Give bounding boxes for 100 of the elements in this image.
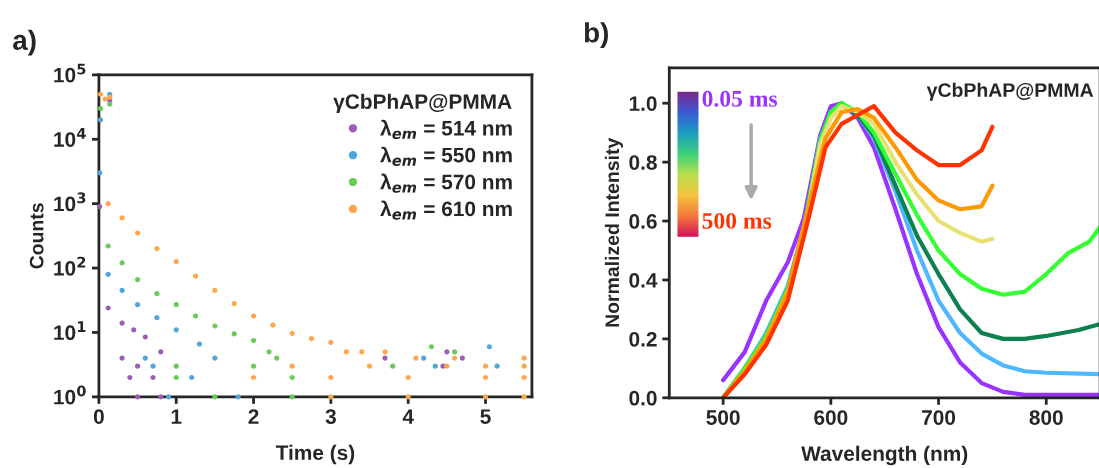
- y-axis-title: Counts: [29, 203, 44, 269]
- y-tick-label: 0.4: [629, 272, 658, 288]
- y-tick-label: 10$^{2}$: [54, 256, 86, 276]
- point: [405, 394, 411, 400]
- point: [482, 394, 489, 400]
- x-tick-label: 4: [402, 409, 414, 424]
- point: [231, 331, 237, 337]
- legend-label: λ$_{em}$ = 610 nm: [380, 200, 512, 220]
- y-tick-label: 10$^{1}$: [54, 321, 86, 341]
- x-tick-label: 500: [706, 410, 740, 425]
- annotation: γCbPhAP@PMMA: [926, 82, 1094, 101]
- point: [428, 344, 434, 350]
- point: [105, 305, 111, 311]
- y-tick-label: 10$^{4}$: [54, 128, 86, 147]
- point: [134, 363, 141, 369]
- point: [158, 394, 164, 400]
- chart-title: b): [584, 22, 608, 49]
- point: [521, 394, 527, 400]
- point: [212, 355, 218, 361]
- point: [250, 374, 257, 381]
- y-tick-label: 10$^{0}$: [54, 385, 86, 405]
- point: [382, 349, 388, 355]
- point: [250, 313, 257, 319]
- point: [102, 96, 108, 102]
- chart-title: a): [13, 29, 36, 56]
- x-tick-label: 0: [93, 409, 104, 424]
- point: [105, 271, 111, 277]
- point: [119, 287, 125, 293]
- legend-label: λ$_{em}$ = 550 nm: [380, 146, 512, 166]
- y-tick-label: 10$^{5}$: [54, 63, 86, 83]
- point: [266, 349, 272, 355]
- point: [270, 322, 276, 328]
- point: [366, 363, 373, 369]
- point: [119, 260, 125, 266]
- point: [521, 363, 527, 369]
- point: [192, 273, 199, 279]
- point: [97, 117, 104, 123]
- point: [212, 394, 218, 400]
- y-tick-label: 10$^{3}$: [54, 192, 86, 212]
- point: [173, 327, 179, 333]
- point: [105, 201, 111, 207]
- x-tick-label: 1: [171, 409, 182, 424]
- point: [359, 349, 365, 355]
- point: [97, 91, 104, 97]
- point: [134, 394, 141, 400]
- point: [131, 327, 137, 333]
- point: [97, 204, 103, 210]
- point: [119, 215, 125, 221]
- point: [343, 349, 349, 355]
- point: [308, 336, 315, 342]
- point: [289, 363, 295, 369]
- point: [382, 355, 388, 361]
- point: [432, 363, 438, 369]
- point: [459, 355, 465, 361]
- point: [127, 374, 133, 381]
- point: [328, 339, 334, 346]
- point: [413, 355, 419, 361]
- point: [119, 355, 125, 361]
- x-tick-label: 800: [1029, 410, 1063, 425]
- point: [451, 349, 458, 355]
- x-tick-label: 600: [814, 410, 848, 425]
- point: [150, 363, 156, 369]
- point: [154, 315, 160, 321]
- point: [250, 363, 257, 369]
- point: [328, 374, 334, 381]
- y-tick-label: 0.2: [629, 331, 657, 347]
- x-tick-label: 5: [480, 409, 491, 424]
- point: [165, 394, 172, 400]
- y-tick-label: 0.0: [629, 390, 657, 406]
- point: [196, 341, 203, 347]
- point: [212, 287, 218, 293]
- x-tick-label: 3: [325, 409, 336, 424]
- point: [173, 374, 179, 381]
- point: [444, 363, 450, 369]
- point: [134, 277, 141, 283]
- point: [521, 374, 527, 381]
- point: [390, 363, 396, 369]
- point: [134, 230, 141, 236]
- point: [150, 374, 156, 381]
- point: [289, 394, 295, 400]
- point: [405, 374, 411, 381]
- point: [173, 259, 179, 265]
- annotation: 0.05 ms: [702, 90, 778, 107]
- point: [231, 301, 237, 307]
- point: [250, 337, 257, 344]
- x-tick-label: 2: [248, 409, 259, 424]
- point: [421, 355, 427, 361]
- x-axis-title: Wavelength (nm): [801, 445, 968, 466]
- point: [142, 334, 148, 340]
- point: [482, 374, 489, 381]
- point: [289, 330, 295, 336]
- x-axis-title: Time (s): [275, 444, 355, 465]
- annotation: 500 ms: [702, 212, 772, 229]
- point: [192, 313, 199, 319]
- point: [173, 363, 179, 369]
- point: [494, 363, 500, 369]
- legend-label: λ$_{em}$ = 514 nm: [380, 119, 512, 140]
- y-tick-label: 0.6: [629, 214, 657, 229]
- point: [274, 355, 280, 361]
- point: [107, 101, 113, 107]
